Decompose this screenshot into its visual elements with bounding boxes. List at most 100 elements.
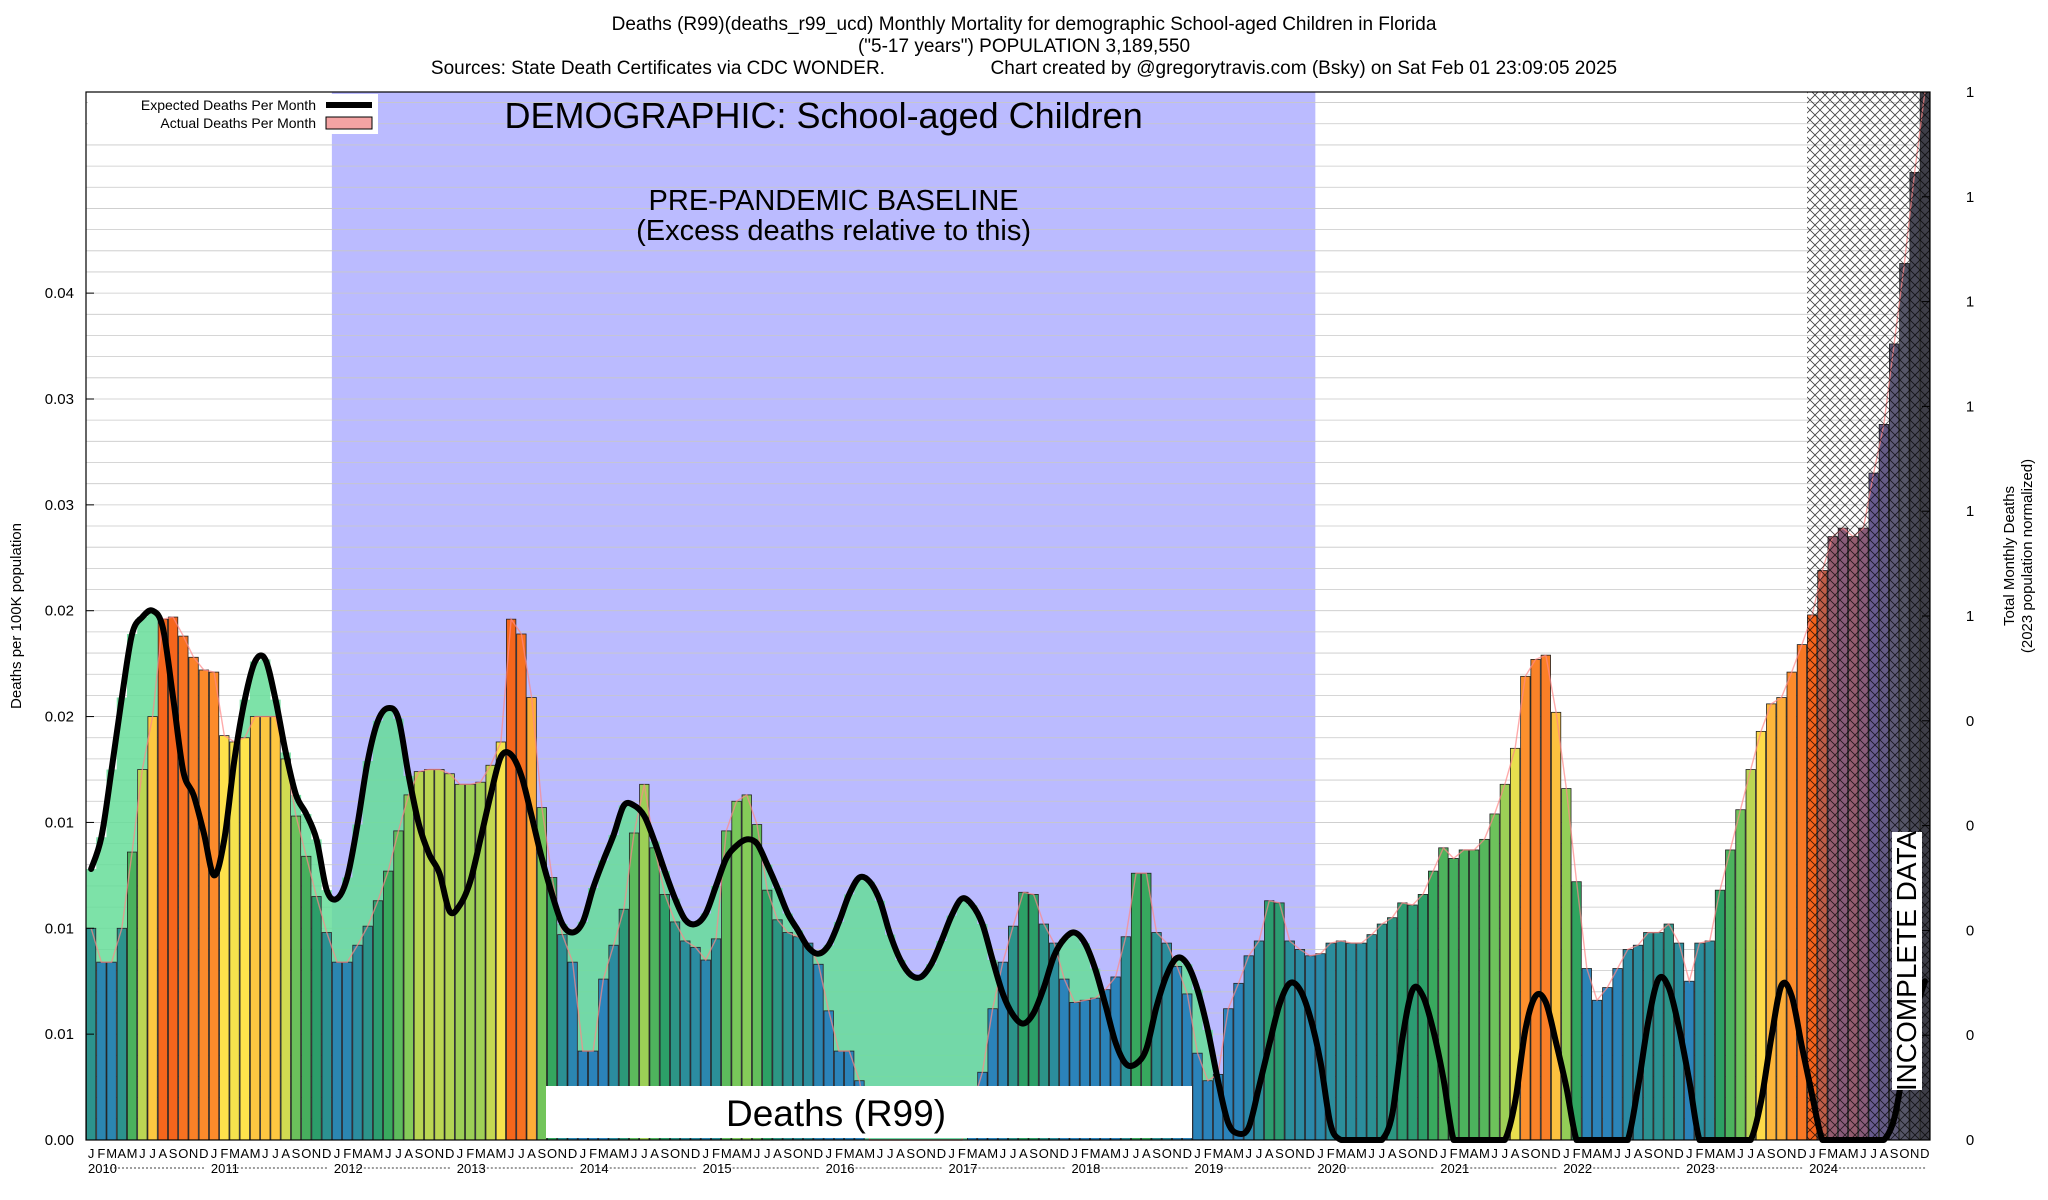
x-month-label: A bbox=[118, 1146, 127, 1161]
x-month-label: O bbox=[1776, 1146, 1786, 1161]
actual-bar bbox=[495, 741, 507, 1141]
x-month-label: N bbox=[1418, 1146, 1427, 1161]
x-month-label: D bbox=[1060, 1146, 1069, 1161]
x-month-label: J bbox=[887, 1146, 894, 1161]
baseline-label-line2: (Excess deaths relative to this) bbox=[636, 215, 1031, 247]
x-month-label: F bbox=[712, 1146, 720, 1161]
x-month-label: A bbox=[1839, 1146, 1848, 1161]
actual-bar bbox=[465, 783, 476, 1141]
x-month-label: D bbox=[1674, 1146, 1683, 1161]
actual-bar bbox=[116, 927, 127, 1141]
y2-tick-label: 0 bbox=[1966, 1027, 1974, 1044]
x-month-label: J bbox=[1747, 1146, 1754, 1161]
actual-bar bbox=[1335, 940, 1347, 1141]
x-month-label: N bbox=[312, 1146, 321, 1161]
actual-bar bbox=[1202, 1080, 1213, 1141]
x-month-label: O bbox=[301, 1146, 311, 1161]
x-month-label: J bbox=[631, 1146, 638, 1161]
x-month-label: F bbox=[1204, 1146, 1212, 1161]
x-month-label: A bbox=[1347, 1146, 1356, 1161]
actual-bar bbox=[526, 697, 537, 1141]
chart-title: Deaths (R99)(deaths_r99_ucd) Monthly Mor… bbox=[611, 14, 1437, 35]
x-month-label: N bbox=[681, 1146, 690, 1161]
x-month-label: J bbox=[754, 1146, 761, 1161]
x-month-label: M bbox=[864, 1146, 875, 1161]
y-tick-label: 0.01 bbox=[45, 1026, 74, 1043]
actual-bar bbox=[270, 716, 281, 1141]
actual-bar bbox=[106, 961, 117, 1141]
x-year-label: 2022 bbox=[1563, 1161, 1592, 1176]
actual-bar bbox=[249, 716, 261, 1141]
x-month-label: A bbox=[363, 1146, 372, 1161]
x-year-label: 2016 bbox=[826, 1161, 855, 1176]
actual-bar bbox=[331, 961, 343, 1141]
x-month-label: A bbox=[240, 1146, 249, 1161]
x-month-label: M bbox=[618, 1146, 629, 1161]
x-month-label: D bbox=[1306, 1146, 1315, 1161]
actual-bar bbox=[1469, 849, 1480, 1141]
x-month-label: M bbox=[1090, 1146, 1101, 1161]
x-year-label: 2021 bbox=[1440, 1161, 1469, 1176]
x-month-label: J bbox=[508, 1146, 515, 1161]
y-tick-label: 0.03 bbox=[45, 391, 74, 408]
x-month-label: S bbox=[1152, 1146, 1161, 1161]
actual-bar bbox=[1305, 955, 1316, 1141]
demographic-label: DEMOGRAPHIC: School-aged Children bbox=[504, 95, 1142, 136]
x-month-label: N bbox=[435, 1146, 444, 1161]
annotation-layer: DEMOGRAPHIC: School-aged Children PRE-PAN… bbox=[504, 95, 1922, 1138]
x-month-label: O bbox=[1899, 1146, 1909, 1161]
actual-bar bbox=[147, 716, 158, 1141]
x-month-label: J bbox=[580, 1146, 587, 1161]
x-month-label: N bbox=[1787, 1146, 1796, 1161]
actual-bar bbox=[311, 896, 322, 1141]
x-month-label: O bbox=[424, 1146, 434, 1161]
x-month-label: J bbox=[1071, 1146, 1078, 1161]
x-month-label: J bbox=[1563, 1146, 1570, 1161]
y-axis-label: Deaths per 100K population bbox=[8, 523, 25, 709]
x-month-label: M bbox=[1581, 1146, 1592, 1161]
x-month-label: N bbox=[558, 1146, 567, 1161]
x-month-label: J bbox=[1737, 1146, 1744, 1161]
x-month-label: M bbox=[1827, 1146, 1838, 1161]
x-month-label: J bbox=[1123, 1146, 1130, 1161]
x-month-label: M bbox=[967, 1146, 978, 1161]
x-month-label: J bbox=[1000, 1146, 1007, 1161]
x-month-label: J bbox=[764, 1146, 771, 1161]
actual-bar bbox=[1714, 889, 1726, 1141]
actual-bar bbox=[1745, 769, 1756, 1141]
x-month-label: D bbox=[691, 1146, 700, 1161]
actual-bar bbox=[178, 635, 189, 1141]
x-month-label: M bbox=[1725, 1146, 1736, 1161]
actual-bar bbox=[321, 932, 332, 1141]
x-month-label: A bbox=[281, 1146, 290, 1161]
x-month-label: F bbox=[343, 1146, 351, 1161]
actual-bar bbox=[393, 830, 404, 1141]
x-month-label: A bbox=[486, 1146, 495, 1161]
x-month-label: F bbox=[466, 1146, 474, 1161]
x-month-label: F bbox=[1573, 1146, 1581, 1161]
y-tick-label: 0.00 bbox=[45, 1132, 74, 1149]
actual-bar bbox=[1489, 813, 1500, 1141]
actual-bar bbox=[1366, 934, 1377, 1141]
actual-bar bbox=[1192, 1052, 1203, 1141]
x-month-label: M bbox=[127, 1146, 138, 1161]
y2-tick-label: 1 bbox=[1966, 503, 1974, 520]
x-month-label: D bbox=[568, 1146, 577, 1161]
actual-bar bbox=[1602, 987, 1613, 1141]
actual-bar bbox=[1776, 697, 1787, 1141]
y2-tick-label: 0 bbox=[1966, 1132, 1974, 1149]
x-month-label: M bbox=[106, 1146, 117, 1161]
x-month-label: F bbox=[589, 1146, 597, 1161]
x-month-label: J bbox=[1317, 1146, 1324, 1161]
x-month-label: A bbox=[1757, 1146, 1766, 1161]
x-month-label: O bbox=[1653, 1146, 1663, 1161]
x-month-label: J bbox=[1010, 1146, 1017, 1161]
actual-bar bbox=[1499, 783, 1510, 1141]
x-month-label: F bbox=[1327, 1146, 1335, 1161]
x-month-label: N bbox=[1664, 1146, 1673, 1161]
y2-tick-label: 1 bbox=[1966, 189, 1974, 206]
x-month-label: J bbox=[88, 1146, 95, 1161]
x-month-label: D bbox=[199, 1146, 208, 1161]
y2-tick-label: 1 bbox=[1966, 294, 1974, 311]
